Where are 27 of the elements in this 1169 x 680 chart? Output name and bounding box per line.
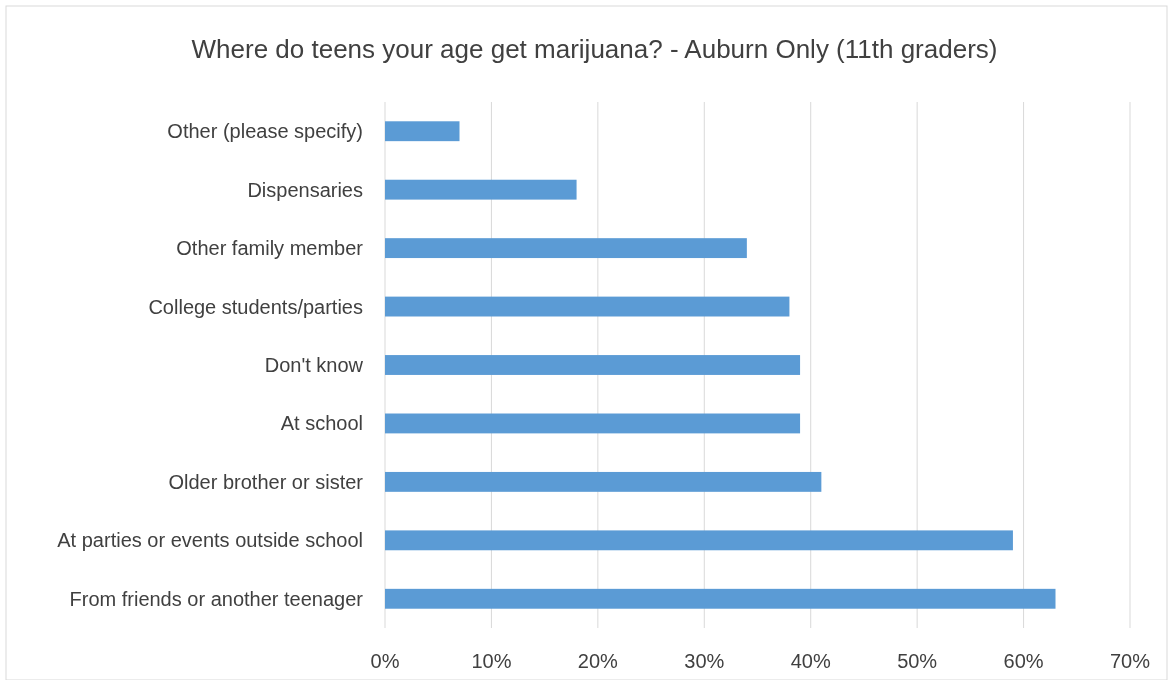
y-tick-label: At parties or events outside school [57,529,363,552]
bar [385,413,801,434]
x-tick-label: 70% [1109,650,1151,672]
x-tick-label: 30% [684,650,725,672]
bar [385,355,801,375]
y-tick-label: Other (please specify) [167,120,363,143]
bar [385,179,577,200]
y-tick-label: College students/parties [148,295,363,318]
x-tick-label: 50% [897,650,938,672]
x-tick-label: 10% [471,650,512,672]
x-tick-label: 20% [577,650,619,672]
bar [385,588,1056,609]
bar [385,238,747,259]
bar [385,296,790,317]
bar [385,471,822,492]
y-tick-label: Older brother or sister [168,470,364,493]
bar [385,121,460,142]
bar [385,530,1013,551]
x-tick-label: 60% [1003,650,1044,672]
y-tick-label: Don't know [264,354,364,376]
y-tick-label: At school [280,412,363,435]
y-tick-label: Other family member [176,237,364,260]
y-tick-label: From friends or another teenager [69,587,364,610]
x-tick-label: 0% [370,650,400,672]
x-tick-label: 40% [790,650,831,672]
chart-title: Where do teens your age get marijuana? - Auburn Only (11th graders) [191,34,998,64]
y-tick-label: Dispensaries [247,178,363,201]
